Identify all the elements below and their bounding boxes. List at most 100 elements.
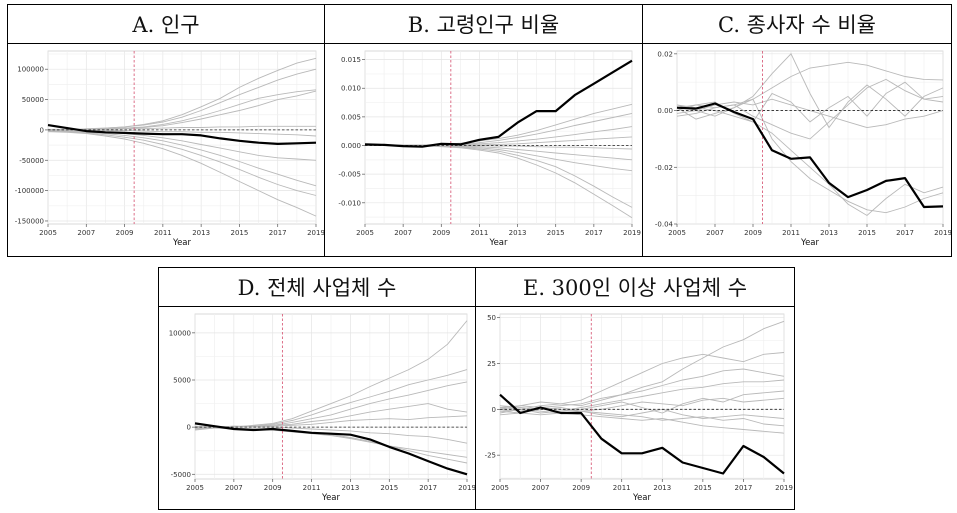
y-tick-label: 0.015 <box>341 56 361 64</box>
main-series-line <box>676 102 944 209</box>
x-tick-label: 2015 <box>858 229 876 237</box>
y-tick-label: 10000 <box>169 329 191 337</box>
chart-total-establishments: 2005 2007 2009 2011 2013 2015 2017 2019 10000 500… <box>169 313 476 503</box>
comparison-series-line <box>499 410 785 427</box>
comparison-series-line <box>47 131 317 217</box>
y-tick-label: 100000 <box>17 66 44 74</box>
x-tick-label: 2007 <box>77 229 95 237</box>
panel-e: E. 300인 이상 사업체 수 2005 2007 2009 2011 2013 201… <box>475 267 795 510</box>
comparison-series-line <box>48 125 316 130</box>
x-tick-label: 2009 <box>744 229 762 237</box>
x-tick-label: 2005 <box>668 229 686 237</box>
y-tick-label: -50000 <box>19 157 44 165</box>
y-tick-label: -5000 <box>171 471 191 479</box>
x-tick-label: 2015 <box>694 484 712 492</box>
comparison-series-line <box>499 379 785 414</box>
x-axis-label: Year <box>489 238 509 248</box>
main-series-line <box>499 393 785 475</box>
x-tick-label: 2019 <box>458 484 475 492</box>
x-tick-label: 2009 <box>432 229 450 237</box>
y-tick-label: 0.00 <box>657 107 673 115</box>
comparison-series-line <box>676 98 944 214</box>
main-series-line <box>194 422 468 476</box>
x-axis-label: Year <box>632 493 652 503</box>
x-tick-label: 2011 <box>303 484 321 492</box>
x-axis-label: Year <box>800 238 820 248</box>
panel-title-c: C. 종사자 수 비율 <box>643 5 951 44</box>
y-tick-label: 50 <box>487 314 496 322</box>
panel-c: C. 종사자 수 비율 2005 2007 2009 2011 2013 2015 2017… <box>642 4 952 257</box>
chart-population: 2005 2007 2009 2011 2013 2015 2017 2019 100000 50… <box>15 50 325 248</box>
chart-elderly-ratio: 2005 2007 2009 2011 2013 2015 2017 2019 0.015 0.0… <box>338 50 641 248</box>
y-tick-label: 0 <box>492 406 496 414</box>
x-tick-label: 2015 <box>380 484 398 492</box>
x-tick-label: 2007 <box>394 229 412 237</box>
x-tick-label: 2005 <box>356 229 374 237</box>
panel-b: B. 고령인구 비율 2005 2007 2009 2011 2013 2015 2017 2… <box>324 4 643 257</box>
main-series-line <box>364 59 633 148</box>
x-tick-label: 2009 <box>572 484 590 492</box>
x-tick-label: 2005 <box>39 229 57 237</box>
y-tick-label: -150000 <box>15 217 44 225</box>
x-tick-label: 2007 <box>225 484 243 492</box>
panel-a: A. 인구 2005 2007 2009 2011 2013 2015 2017 2019 10… <box>7 4 325 257</box>
y-tick-label: -25 <box>485 452 496 460</box>
comparison-series-line <box>499 407 785 434</box>
comparison-series-line <box>499 320 785 408</box>
x-tick-label: 2009 <box>116 229 134 237</box>
y-tick-label: -0.005 <box>338 171 361 179</box>
y-tick-label: 0 <box>187 424 191 432</box>
x-tick-label: 2007 <box>706 229 724 237</box>
x-tick-label: 2015 <box>231 229 249 237</box>
comparison-series-line <box>47 130 317 187</box>
y-tick-label: -0.010 <box>338 199 361 207</box>
comparison-series-line <box>676 104 944 217</box>
x-tick-label: 2009 <box>264 484 282 492</box>
comparison-series-line <box>499 397 785 412</box>
x-tick-label: 2013 <box>342 484 360 492</box>
x-axis-label: Year <box>172 238 192 248</box>
x-tick-label: 2005 <box>186 484 204 492</box>
x-tick-label: 2013 <box>192 229 210 237</box>
x-tick-label: 2005 <box>491 484 509 492</box>
x-tick-label: 2011 <box>471 229 489 237</box>
x-tick-label: 2013 <box>653 484 671 492</box>
y-tick-label: 0.02 <box>657 50 673 58</box>
comparison-series-line <box>499 352 785 414</box>
x-tick-label: 2019 <box>775 484 793 492</box>
y-tick-label: 0.005 <box>341 113 361 121</box>
comparison-series-line <box>47 130 317 196</box>
x-axis-label: Year <box>321 493 341 503</box>
x-tick-label: 2017 <box>269 229 287 237</box>
y-tick-label: -0.04 <box>655 221 674 229</box>
y-tick-label: 25 <box>487 360 496 368</box>
x-tick-label: 2013 <box>509 229 527 237</box>
x-tick-label: 2013 <box>820 229 838 237</box>
panel-title-e: E. 300인 이상 사업체 수 <box>476 268 794 307</box>
x-tick-label: 2019 <box>307 229 324 237</box>
x-tick-label: 2011 <box>154 229 172 237</box>
comparison-series-line <box>499 368 785 412</box>
panel-title-b: B. 고령인구 비율 <box>325 5 642 44</box>
main-series-line <box>47 124 317 146</box>
x-tick-label: 2017 <box>896 229 914 237</box>
panel-title-d: D. 전체 사업체 수 <box>159 268 475 307</box>
comparison-series-line <box>194 415 468 429</box>
y-tick-label: 0 <box>40 126 44 134</box>
x-tick-label: 2019 <box>934 229 951 237</box>
x-tick-label: 2007 <box>532 484 550 492</box>
chart-large-establishments: 2005 2007 2009 2011 2013 2015 2017 2019 50 25 0 -25… <box>485 313 793 503</box>
y-tick-label: 50000 <box>22 96 44 104</box>
panel-title-a: A. 인구 <box>8 5 324 44</box>
x-tick-label: 2015 <box>547 229 565 237</box>
y-tick-label: 0.010 <box>341 85 361 93</box>
panel-d: D. 전체 사업체 수 2005 2007 2009 2011 2013 2015 2017… <box>158 267 476 510</box>
x-tick-label: 2019 <box>623 229 641 237</box>
chart-worker-ratio: 2005 2007 2009 2011 2013 2015 2017 2019 0.02 0.00… <box>655 50 952 248</box>
y-tick-label: 0.000 <box>341 142 361 150</box>
x-tick-label: 2011 <box>613 484 631 492</box>
x-tick-label: 2017 <box>585 229 603 237</box>
x-tick-label: 2017 <box>735 484 753 492</box>
y-tick-label: 5000 <box>173 377 191 385</box>
x-tick-label: 2011 <box>782 229 800 237</box>
